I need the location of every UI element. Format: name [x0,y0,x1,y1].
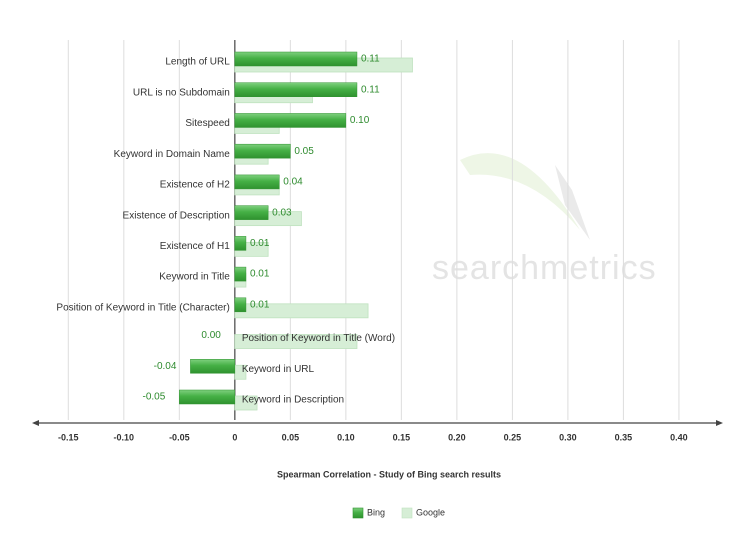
category-label: Sitespeed [185,118,229,129]
watermark: searchmetrics [432,249,657,287]
category-label: Keyword in Title [159,272,230,283]
data-label: -0.05 [143,392,166,403]
bar [190,359,236,374]
bar [179,389,236,405]
data-label: 0.03 [272,207,292,218]
data-label: 0.10 [350,115,370,126]
x-tick-label: -0.05 [169,432,190,442]
x-tick-label: 0.05 [282,432,300,442]
legend-swatch [401,507,413,519]
bar [234,236,247,251]
x-tick-label: 0.15 [393,432,411,442]
legend-label: Bing [367,507,385,517]
x-tick-label: 0.40 [670,432,688,442]
category-label: URL is no Subdomain [133,87,230,98]
data-label: -0.04 [154,361,177,372]
bar [234,82,358,97]
data-label: 0.05 [294,146,314,157]
data-label: 0.00 [201,330,221,341]
category-label: Length of URL [165,57,230,68]
data-label: 0.01 [250,238,270,249]
bar [234,51,358,67]
category-label: Position of Keyword in Title (Character) [56,302,229,313]
watermark-logo [460,153,590,240]
category-label: Existence of H2 [160,180,230,191]
category-label: Position of Keyword in Title (Word) [242,333,395,344]
bar [234,266,247,282]
category-label: Keyword in Domain Name [114,149,231,160]
axis-arrow [716,420,723,426]
data-label: 0.01 [250,269,270,280]
data-label: 0.11 [361,84,380,95]
legend-swatch [352,507,364,519]
x-tick-label: 0.10 [337,432,355,442]
bar [234,334,358,349]
x-tick-label: 0.20 [448,432,466,442]
x-axis-title: Spearman Correlation - Study of Bing sea… [277,469,501,479]
x-tick-label: 0.25 [504,432,522,442]
x-tick-label: 0 [232,432,237,442]
bar [234,143,291,159]
data-label: 0.11 [361,54,380,65]
bar [234,205,269,220]
axis-arrow [32,420,39,426]
x-tick-label: -0.10 [114,432,135,442]
bar [234,174,280,190]
data-label: 0.04 [283,177,303,188]
category-label: Existence of Description [123,210,230,221]
category-label: Keyword in URL [242,364,315,375]
x-tick-label: 0.35 [615,432,633,442]
category-label: Existence of H1 [160,241,230,252]
data-label: 0.01 [250,299,270,310]
category-label: Keyword in Description [242,395,344,406]
bar [234,113,347,128]
legend-label: Google [416,507,445,517]
x-tick-label: -0.15 [58,432,79,442]
x-tick-label: 0.30 [559,432,577,442]
bar [234,297,247,313]
